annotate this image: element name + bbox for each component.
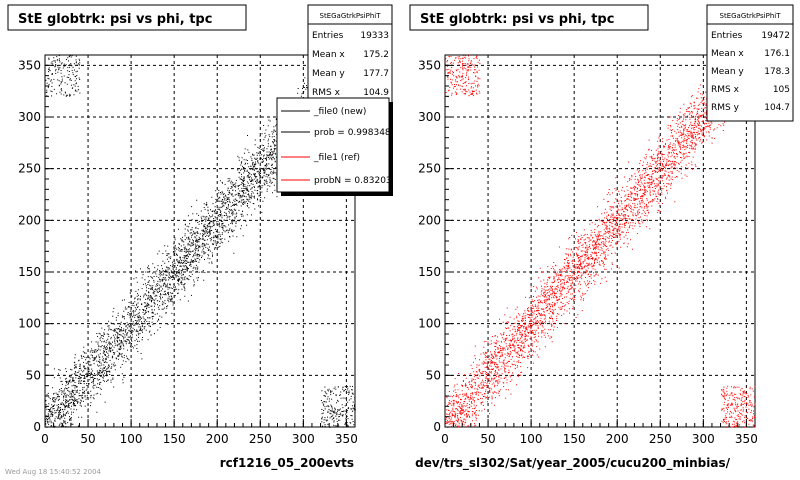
right-stats-box: StEGaGtrkPsiPhiT Entries 19472 Mean x 17…	[706, 4, 794, 122]
x-tick-label: 200	[206, 432, 229, 446]
x-tick-label: 350	[735, 432, 758, 446]
left-x-axis-label: rcf1216_05_200evts	[220, 456, 354, 471]
y-tick-label: 300	[18, 110, 41, 124]
right-stat-label-rms-y: RMS y	[711, 103, 740, 113]
x-tick-label: 100	[520, 432, 543, 446]
y-tick-label: 100	[18, 317, 41, 331]
x-tick-label: 50	[80, 432, 95, 446]
y-tick-label: 350	[418, 58, 441, 72]
y-tick-label: 50	[426, 368, 441, 382]
right-axis-ticks: 0 50 100 150 200 250 300 350 0 50 100 150 200 250 300 3…	[418, 54, 758, 446]
y-tick-label: 200	[418, 213, 441, 227]
left-stat-value-mean-y: 177.7	[363, 69, 389, 79]
legend-label-file0: _file0 (new)	[313, 107, 366, 117]
right-stat-label-rms-x: RMS x	[711, 85, 740, 95]
left-title-box	[7, 4, 247, 31]
right-stat-value-rms-x: 105	[773, 85, 790, 95]
x-tick-label: 50	[480, 432, 495, 446]
right-stat-value-mean-x: 176.1	[764, 49, 790, 59]
right-title: StE globtrk: psi vs phi, tpc	[420, 12, 614, 27]
footer-date-text: Wed Aug 18 15:40:52 2004	[5, 468, 102, 476]
y-tick-label: 50	[26, 368, 41, 382]
right-stats-name: StEGaGtrkPsiPhiT	[720, 12, 782, 20]
x-tick-label: 100	[120, 432, 143, 446]
y-tick-label: 150	[418, 265, 441, 279]
right-stat-label-mean-x: Mean x	[711, 49, 744, 59]
x-tick-label: 0	[441, 432, 449, 446]
right-x-axis-label: dev/trs_sl302/Sat/year_2005/cucu200_minb…	[415, 456, 731, 471]
y-tick-label: 0	[433, 420, 441, 434]
left-stat-value-rms-x: 104.9	[363, 88, 389, 98]
y-tick-label: 100	[418, 317, 441, 331]
right-scatter-points	[445, 55, 756, 428]
x-tick-label: 300	[292, 432, 315, 446]
left-stat-label-rms-x: RMS x	[312, 88, 341, 98]
x-tick-label: 150	[163, 432, 186, 446]
x-tick-label: 350	[335, 432, 358, 446]
x-tick-label: 150	[563, 432, 586, 446]
y-tick-label: 150	[18, 265, 41, 279]
y-tick-label: 250	[18, 162, 41, 176]
left-stat-label-mean-x: Mean x	[312, 50, 345, 60]
left-stat-value-mean-x: 175.2	[363, 50, 389, 60]
x-tick-label: 250	[649, 432, 672, 446]
right-stat-label-entries: Entries	[711, 31, 743, 41]
left-histogram-panel: StE globtrk: psi vs phi, tpc 0 50 100 150 20…	[7, 4, 393, 471]
left-title: StE globtrk: psi vs phi, tpc	[18, 12, 212, 27]
legend-box: _file0 (new) prob = 0.998348 _file1 (ref…	[276, 97, 393, 196]
right-title-box	[409, 4, 649, 31]
scatter-markers	[445, 55, 756, 428]
left-stat-value-entries: 19333	[360, 31, 389, 41]
right-grid	[445, 55, 755, 427]
legend-label-probn: probN = 0.83203	[314, 176, 392, 186]
right-stat-value-entries: 19472	[761, 31, 790, 41]
y-tick-label: 350	[18, 58, 41, 72]
right-stat-value-mean-y: 178.3	[764, 67, 790, 77]
legend-label-prob: prob = 0.998348	[314, 128, 391, 138]
y-tick-label: 300	[418, 110, 441, 124]
left-stat-label-mean-y: Mean y	[312, 69, 345, 79]
right-stat-label-mean-y: Mean y	[711, 67, 744, 77]
y-tick-label: 250	[418, 162, 441, 176]
x-tick-label: 300	[692, 432, 715, 446]
left-axis-ticks: 0 50 100 150 200 250 300 350 0 50 100 150 200 250 300 3…	[18, 54, 358, 446]
legend-label-file1: _file1 (ref)	[313, 153, 360, 163]
x-tick-label: 250	[249, 432, 272, 446]
y-tick-label: 0	[33, 420, 41, 434]
x-tick-label: 200	[606, 432, 629, 446]
right-histogram-panel: StE globtrk: psi vs phi, tpc 0 50 100 150 20…	[409, 4, 794, 471]
y-tick-label: 200	[18, 213, 41, 227]
left-stats-name: StEGaGtrkPsiPhiT	[320, 12, 382, 20]
left-stat-label-entries: Entries	[312, 31, 344, 41]
x-tick-label: 0	[41, 432, 49, 446]
right-stat-value-rms-y: 104.7	[764, 103, 790, 113]
